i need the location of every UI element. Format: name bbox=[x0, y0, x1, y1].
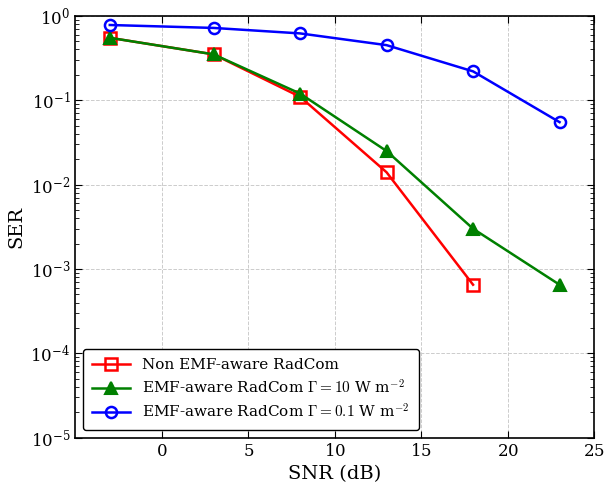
Line: Non EMF-aware RadCom: Non EMF-aware RadCom bbox=[104, 32, 479, 290]
EMF-aware RadCom $\Gamma = 10$ W m$^{-2}$ bbox=[106, 35, 113, 41]
Line: EMF-aware RadCom $\Gamma = 0.1$ W m$^{-2}$: EMF-aware RadCom $\Gamma = 0.1$ W m$^{-2… bbox=[104, 20, 565, 128]
Non EMF-aware RadCom bbox=[210, 51, 217, 57]
EMF-aware RadCom $\Gamma = 0.1$ W m$^{-2}$ bbox=[210, 25, 217, 31]
EMF-aware RadCom $\Gamma = 10$ W m$^{-2}$ bbox=[383, 148, 390, 154]
EMF-aware RadCom $\Gamma = 0.1$ W m$^{-2}$ bbox=[469, 69, 477, 74]
EMF-aware RadCom $\Gamma = 0.1$ W m$^{-2}$ bbox=[383, 42, 390, 48]
EMF-aware RadCom $\Gamma = 10$ W m$^{-2}$ bbox=[469, 226, 477, 232]
Non EMF-aware RadCom bbox=[383, 170, 390, 175]
Line: EMF-aware RadCom $\Gamma = 10$ W m$^{-2}$: EMF-aware RadCom $\Gamma = 10$ W m$^{-2}… bbox=[104, 32, 565, 290]
Legend: Non EMF-aware RadCom, EMF-aware RadCom $\Gamma = 10$ W m$^{-2}$, EMF-aware RadCo: Non EMF-aware RadCom, EMF-aware RadCom $… bbox=[83, 349, 419, 430]
Non EMF-aware RadCom bbox=[296, 94, 304, 99]
Non EMF-aware RadCom bbox=[106, 35, 113, 41]
EMF-aware RadCom $\Gamma = 10$ W m$^{-2}$ bbox=[210, 51, 217, 57]
X-axis label: SNR (dB): SNR (dB) bbox=[288, 465, 381, 483]
EMF-aware RadCom $\Gamma = 0.1$ W m$^{-2}$ bbox=[296, 30, 304, 36]
EMF-aware RadCom $\Gamma = 10$ W m$^{-2}$ bbox=[296, 91, 304, 97]
EMF-aware RadCom $\Gamma = 0.1$ W m$^{-2}$ bbox=[106, 22, 113, 28]
EMF-aware RadCom $\Gamma = 0.1$ W m$^{-2}$ bbox=[556, 119, 563, 125]
Non EMF-aware RadCom bbox=[469, 282, 477, 288]
Y-axis label: SER: SER bbox=[7, 206, 25, 248]
EMF-aware RadCom $\Gamma = 10$ W m$^{-2}$ bbox=[556, 282, 563, 288]
